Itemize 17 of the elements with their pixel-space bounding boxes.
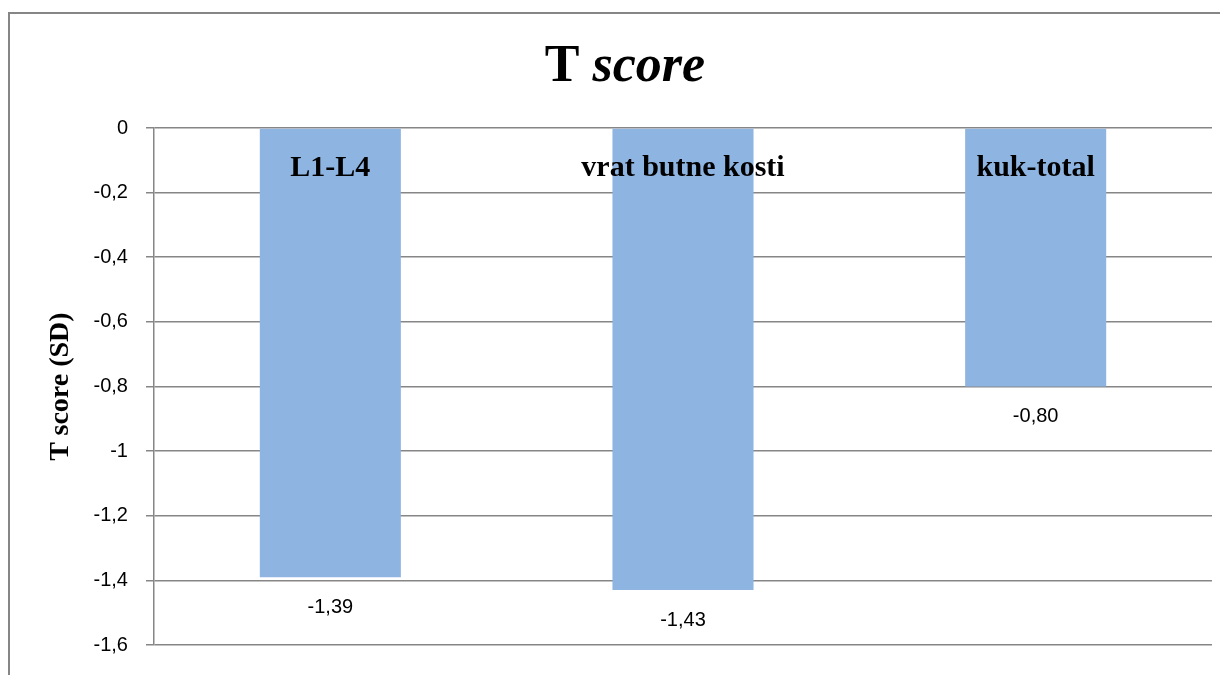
y-tick-label: -1 bbox=[110, 438, 128, 461]
y-tick-label: -0,4 bbox=[93, 244, 128, 267]
x-tick-label: vrat butne kosti bbox=[581, 148, 785, 182]
data-label: -1,39 bbox=[307, 594, 354, 617]
chart-title: T score bbox=[544, 35, 706, 92]
x-tick-label: L1-L4 bbox=[290, 148, 371, 182]
y-tick-label: -0,6 bbox=[93, 309, 128, 332]
y-tick-label: 0 bbox=[116, 115, 128, 138]
y-axis-title: T score (SD) bbox=[43, 312, 75, 461]
data-label: -0,80 bbox=[1012, 404, 1059, 427]
y-tick-label: -0,8 bbox=[93, 374, 128, 397]
y-tick-label: -1,6 bbox=[93, 632, 128, 655]
y-tick-label: -1,2 bbox=[93, 503, 128, 526]
y-tick-label: -0,2 bbox=[93, 180, 128, 203]
y-tick-label: -1,4 bbox=[93, 567, 128, 590]
x-tick-label: kuk-total bbox=[976, 148, 1095, 182]
data-label: -1,43 bbox=[660, 607, 706, 630]
